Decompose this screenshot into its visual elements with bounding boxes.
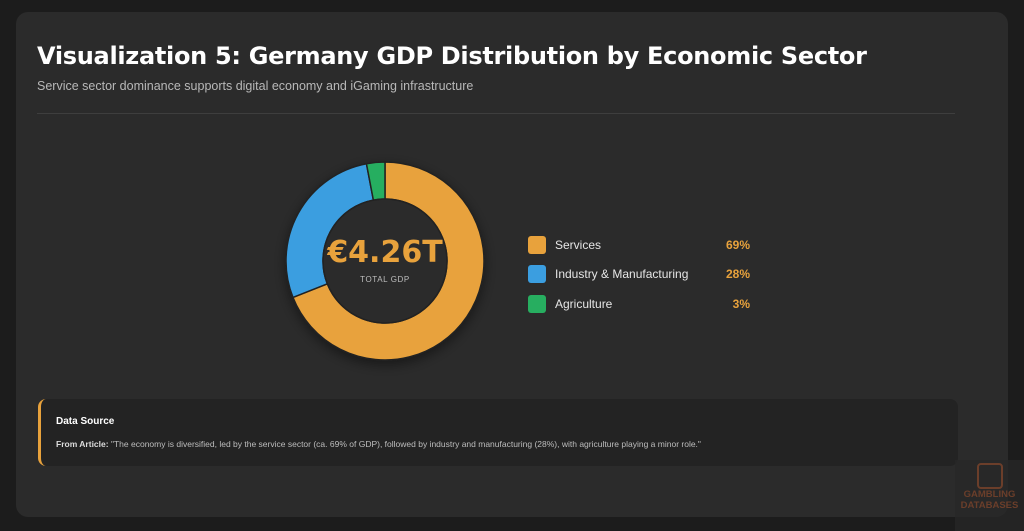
source-prefix: From Article:	[56, 439, 109, 449]
data-source-text: From Article: "The economy is diversifie…	[56, 439, 701, 449]
chart-legend: Services 69% Industry & Manufacturing 28…	[528, 230, 750, 319]
data-source-box: Data Source From Article: "The economy i…	[38, 399, 958, 466]
watermark-line1: GAMBLING	[963, 489, 1016, 500]
page-subtitle: Service sector dominance supports digita…	[37, 79, 474, 93]
legend-value: 69%	[725, 237, 750, 252]
legend-label: Services	[555, 237, 602, 252]
watermark-line2: DATABASES	[960, 500, 1019, 511]
legend-swatch-industry	[528, 265, 546, 284]
watermark-icon	[976, 463, 1003, 489]
data-source-title: Data Source	[56, 416, 115, 427]
legend-label: Agriculture	[555, 296, 613, 311]
page-title: Visualization 5: Germany GDP Distributio…	[37, 42, 867, 70]
legend-value: 3%	[732, 296, 750, 311]
divider	[37, 113, 955, 114]
source-quote: "The economy is diversified, led by the …	[110, 439, 701, 449]
legend-swatch-services	[528, 235, 546, 254]
watermark-logo: GAMBLING DATABASES	[955, 460, 1024, 531]
legend-value: 28%	[725, 267, 750, 282]
legend-label: Industry & Manufacturing	[555, 267, 689, 282]
legend-item-industry: Industry & Manufacturing 28%	[528, 260, 750, 290]
total-gdp-value: €4.26T	[327, 235, 443, 270]
donut-chart	[285, 161, 485, 361]
donut-hole	[322, 198, 448, 324]
total-gdp-label: TOTAL GDP	[360, 275, 410, 284]
legend-item-agriculture: Agriculture 3%	[528, 289, 750, 319]
legend-swatch-agriculture	[528, 294, 546, 313]
legend-item-services: Services 69%	[528, 230, 750, 260]
